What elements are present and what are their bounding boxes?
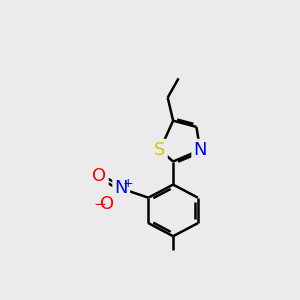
Text: +: + — [123, 177, 134, 190]
Text: O: O — [100, 195, 114, 213]
Text: O: O — [92, 167, 106, 185]
Text: −: − — [93, 197, 106, 212]
Text: N: N — [115, 179, 128, 197]
Text: N: N — [194, 141, 207, 159]
Text: S: S — [154, 141, 166, 159]
